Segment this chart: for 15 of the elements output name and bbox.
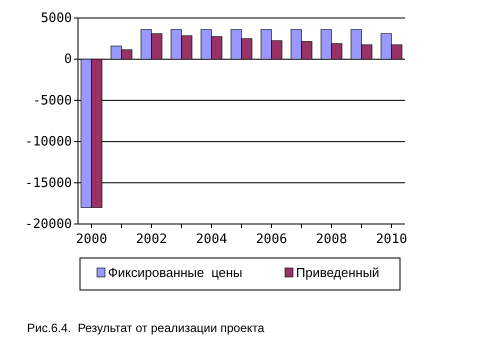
x-tick-label: 2008 <box>316 232 348 247</box>
y-tick-label: 0 <box>64 52 72 68</box>
x-tick-label: 2000 <box>76 232 108 247</box>
x-tick-label: 2010 <box>376 232 408 247</box>
y-tick-label: -5000 <box>32 93 72 108</box>
x-tick-label: 2004 <box>196 232 228 247</box>
x-tick-label: 2002 <box>136 232 168 247</box>
y-tick-label: 5000 <box>40 11 72 26</box>
legend-label: Приведенный <box>296 265 380 280</box>
y-tick-label: -15000 <box>25 176 72 191</box>
y-tick-label: -20000 <box>25 217 72 232</box>
y-tick-label: -10000 <box>25 134 72 150</box>
text: Рис.6.4. Результат от реализации проекта <box>27 321 265 335</box>
legend-label: Фиксированные цены <box>108 265 242 280</box>
x-tick-label: 2006 <box>256 232 288 247</box>
